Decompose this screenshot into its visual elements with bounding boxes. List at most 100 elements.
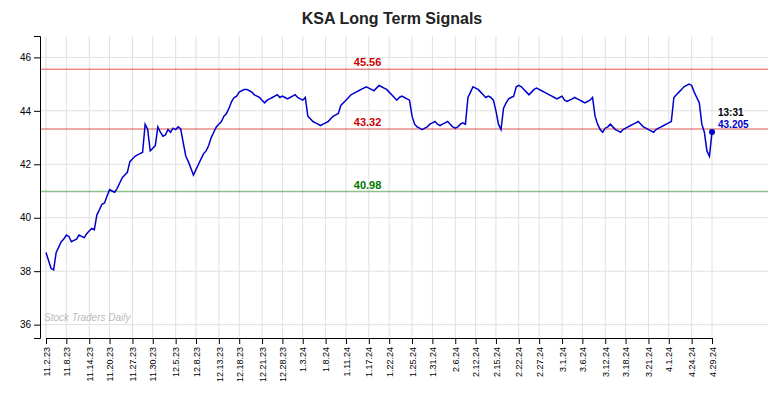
tick-mark bbox=[34, 111, 40, 112]
x-tick: 11.8.23 bbox=[62, 338, 72, 376]
x-tick-label: 1.17.24 bbox=[364, 347, 374, 377]
chart: 11.2.2311.8.2311.14.2311.20.2311.27.2311… bbox=[0, 0, 784, 398]
x-tick-label: 11.30.23 bbox=[148, 347, 158, 381]
tick-mark bbox=[34, 271, 40, 272]
grid-line-y bbox=[40, 164, 768, 165]
tick-mark bbox=[153, 338, 154, 344]
y-axis: 36 38 40 42 44 46 bbox=[20, 37, 41, 339]
y-tick-label: 38 bbox=[20, 266, 32, 277]
plot-area: 11.2.2311.8.2311.14.2311.20.2311.27.2311… bbox=[20, 36, 768, 382]
grid-line-x bbox=[195, 36, 196, 338]
grid-line-y bbox=[40, 271, 768, 272]
y-tick-label: 40 bbox=[20, 212, 32, 223]
tick-mark bbox=[132, 338, 133, 344]
grid-line-x bbox=[412, 36, 413, 338]
x-tick-label: 4.1.24 bbox=[664, 347, 674, 372]
y-tick-label: 46 bbox=[20, 52, 32, 63]
grid-line-x bbox=[625, 36, 626, 338]
x-tick-label: 1.11.24 bbox=[342, 347, 352, 376]
x-tick: 12.18.23 bbox=[235, 338, 245, 382]
y-tick: 46 bbox=[20, 52, 40, 63]
x-tick-label: 12.13.23 bbox=[215, 347, 225, 382]
x-tick-label: 12.8.23 bbox=[192, 347, 202, 377]
tick-mark bbox=[496, 338, 497, 344]
tick-mark bbox=[282, 338, 283, 344]
tick-mark bbox=[712, 338, 713, 344]
tick-mark bbox=[46, 338, 47, 344]
time-annotation: 13:31 bbox=[718, 107, 744, 118]
tick-mark bbox=[176, 338, 177, 344]
grid-line-x bbox=[648, 36, 649, 338]
x-tick: 2.15.24 bbox=[492, 338, 502, 377]
grid-line-x bbox=[582, 36, 583, 338]
grid-line-x bbox=[691, 36, 692, 338]
y-tick: 38 bbox=[20, 266, 40, 277]
grid-line-x bbox=[389, 36, 390, 338]
tick-mark bbox=[196, 338, 197, 344]
x-tick-label: 11.27.23 bbox=[128, 347, 138, 381]
tick-mark bbox=[562, 338, 563, 344]
grid-line-y bbox=[40, 57, 768, 58]
grid-line-x bbox=[605, 36, 606, 338]
x-tick: 2.27.24 bbox=[535, 338, 545, 377]
x-tick: 1.11.24 bbox=[342, 338, 352, 376]
x-tick-label: 2.12.24 bbox=[471, 347, 481, 377]
grid-line-x bbox=[668, 36, 669, 338]
y-tick: 42 bbox=[20, 159, 40, 170]
x-tick-label: 12.18.23 bbox=[235, 347, 245, 382]
y-tick: 36 bbox=[20, 319, 40, 330]
grid-line-x bbox=[455, 36, 456, 338]
last-point bbox=[709, 129, 715, 135]
grid-line-x bbox=[325, 36, 326, 338]
grid-line-y bbox=[40, 110, 768, 111]
x-tick-label: 1.8.24 bbox=[321, 347, 331, 372]
x-tick: 1.17.24 bbox=[364, 338, 374, 377]
x-tick: 11.14.23 bbox=[85, 338, 95, 381]
tick-mark bbox=[412, 338, 413, 344]
x-tick-label: 12.21.23 bbox=[258, 347, 268, 382]
grid-line-x bbox=[89, 36, 90, 338]
axis-domain bbox=[34, 37, 41, 339]
x-tick-label: 3.1.24 bbox=[558, 347, 568, 372]
x-tick: 1.8.24 bbox=[321, 338, 331, 372]
x-tick: 2.22.24 bbox=[514, 338, 524, 377]
tick-mark bbox=[476, 338, 477, 344]
tick-mark bbox=[648, 338, 649, 344]
x-tick: 12.5.23 bbox=[171, 338, 181, 377]
grid-line-x bbox=[66, 36, 67, 338]
x-tick: 1.31.24 bbox=[428, 338, 438, 377]
tick-mark bbox=[692, 338, 693, 344]
x-tick: 4.24.24 bbox=[687, 338, 697, 377]
tick-mark bbox=[303, 338, 304, 344]
x-tick: 3.18.24 bbox=[621, 338, 631, 377]
x-tick: 3.21.24 bbox=[644, 338, 654, 377]
x-tick: 1.25.24 bbox=[408, 338, 418, 377]
signal-line bbox=[40, 191, 768, 193]
x-tick: 11.30.23 bbox=[148, 338, 158, 381]
tick-mark bbox=[110, 338, 111, 344]
tick-mark bbox=[369, 338, 370, 344]
title: KSA Long Term Signals bbox=[302, 10, 483, 27]
value-annotation: 43.205 bbox=[718, 119, 749, 130]
tick-mark bbox=[432, 338, 433, 344]
x-tick-label: 3.18.24 bbox=[621, 347, 631, 377]
x-tick: 11.20.23 bbox=[105, 338, 115, 381]
x-tick: 3.1.24 bbox=[558, 338, 568, 372]
grid-line-x bbox=[539, 36, 540, 338]
x-tick-label: 1.25.24 bbox=[408, 347, 418, 377]
y-tick: 40 bbox=[20, 212, 40, 223]
grid-line-x bbox=[239, 36, 240, 338]
grid-line-x bbox=[175, 36, 176, 338]
watermark: Stock Traders Daily bbox=[44, 312, 132, 323]
grid-line-x bbox=[712, 36, 713, 338]
grid-line-x bbox=[282, 36, 283, 338]
grid-line-x bbox=[562, 36, 563, 338]
x-tick: 12.21.23 bbox=[258, 338, 268, 382]
tick-mark bbox=[389, 338, 390, 344]
y-tick-label: 44 bbox=[20, 106, 32, 117]
x-tick-label: 11.8.23 bbox=[62, 347, 72, 376]
tick-mark bbox=[582, 338, 583, 344]
y-tick: 44 bbox=[20, 106, 40, 117]
y-tick-label: 36 bbox=[20, 319, 32, 330]
grid-line-x bbox=[132, 36, 133, 338]
